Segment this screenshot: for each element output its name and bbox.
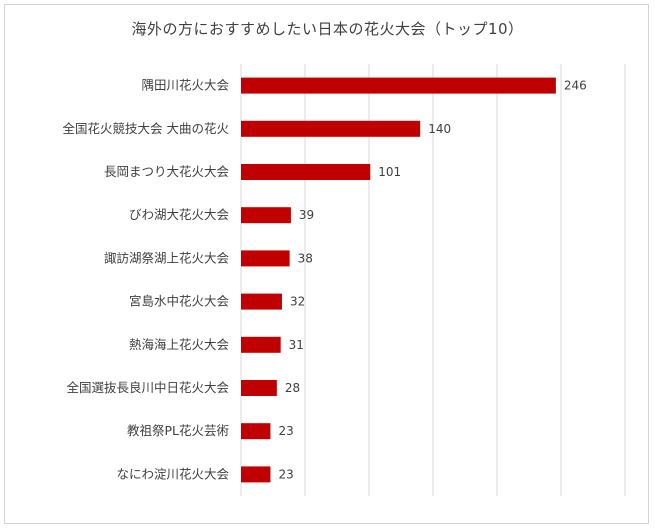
bars <box>241 77 556 483</box>
value-label: 31 <box>289 338 304 352</box>
bar <box>241 77 556 94</box>
bar <box>241 250 290 267</box>
bar <box>241 336 281 353</box>
bar <box>241 466 271 483</box>
value-label: 38 <box>298 251 313 265</box>
category-label: 諏訪湖祭湖上花火大会 <box>104 250 230 265</box>
category-label: 長岡まつり大花火大会 <box>104 164 230 179</box>
value-label: 101 <box>378 165 401 179</box>
bar <box>241 380 277 396</box>
category-label: 隅田川花火大会 <box>141 78 229 93</box>
value-label: 23 <box>278 467 293 481</box>
value-label: 28 <box>285 381 300 395</box>
value-label: 32 <box>290 295 305 309</box>
bar <box>241 120 421 137</box>
category-label: なにわ淀川花火大会 <box>116 466 229 481</box>
value-labels: 246 140 101 39 38 32 31 28 23 23 <box>278 79 586 482</box>
value-label: 140 <box>428 122 451 136</box>
category-label: 教祖祭PL花火芸術 <box>127 423 229 438</box>
category-label: 全国選抜長良川中日花火大会 <box>66 380 229 395</box>
bar <box>241 423 271 440</box>
value-label: 39 <box>299 208 314 222</box>
category-label: 熱海海上花火大会 <box>129 337 230 352</box>
value-label: 23 <box>278 424 293 438</box>
value-label: 246 <box>564 79 587 93</box>
category-label: びわ湖大花火大会 <box>129 207 230 222</box>
bar <box>241 207 291 224</box>
chart-title: 海外の方におすすめしたい日本の花火大会（トップ10） <box>131 20 524 38</box>
bar <box>241 164 371 180</box>
bar <box>241 293 282 310</box>
category-label: 全国花火競技大会 大曲の花火 <box>63 121 230 136</box>
category-label: 宮島水中花火大会 <box>129 294 230 309</box>
